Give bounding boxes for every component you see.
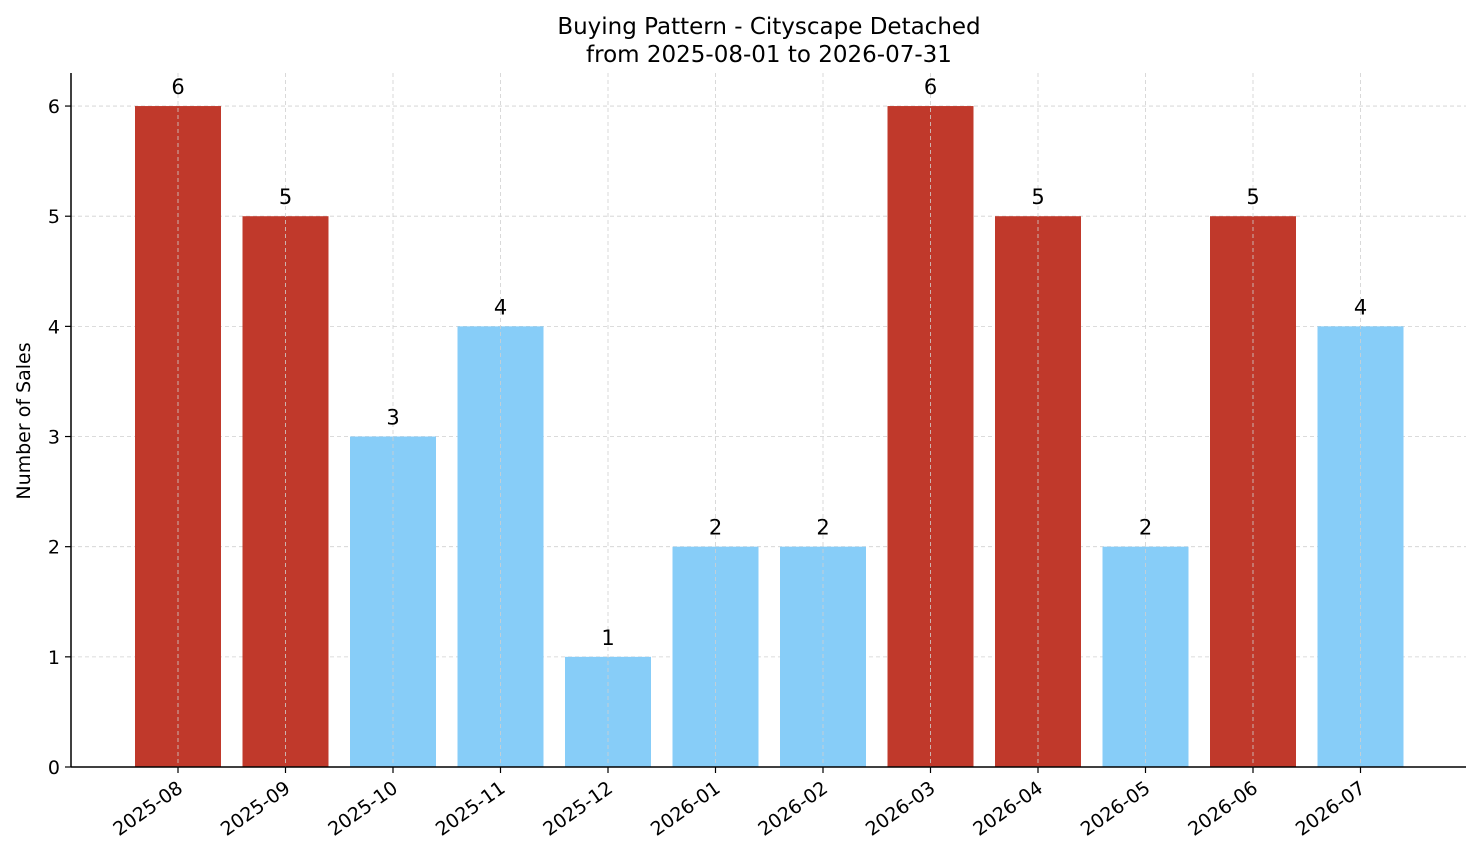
- bar-value-label: 2: [1139, 516, 1152, 540]
- y-tick-label: 6: [48, 96, 60, 118]
- bar-value-label: 5: [279, 185, 292, 209]
- bar-value-label: 6: [924, 75, 937, 99]
- y-axis-label: Number of Sales: [13, 342, 35, 499]
- y-tick-label: 4: [48, 316, 60, 338]
- bar-value-label: 4: [494, 295, 507, 319]
- bar-value-label: 3: [386, 406, 399, 430]
- y-tick-label: 2: [48, 537, 60, 559]
- x-tick-label: 2025-10: [324, 777, 402, 841]
- chart-subtitle: from 2025-08-01 to 2026-07-31: [586, 42, 952, 68]
- chart-title: Buying Pattern - Cityscape Detached: [557, 14, 980, 40]
- bar-value-label: 4: [1354, 295, 1367, 319]
- y-tick-label: 1: [48, 647, 60, 669]
- x-tick-label: 2025-12: [539, 777, 617, 841]
- bar-value-label: 2: [709, 516, 722, 540]
- chart-title-group: Buying Pattern - Cityscape Detached from…: [557, 14, 980, 68]
- x-tick-label: 2025-08: [109, 777, 187, 841]
- bar-layer: [135, 106, 1404, 768]
- y-tick-label: 0: [48, 757, 60, 779]
- x-tick-label: 2026-07: [1292, 777, 1370, 841]
- x-tick-label: 2025-09: [217, 777, 295, 841]
- y-tick-label: 5: [48, 206, 60, 228]
- bar: [887, 106, 974, 768]
- axis-layer: [70, 73, 1466, 768]
- label-layer: 6 5 3 4 1 2 2 6 5 2 5 4: [171, 75, 1367, 650]
- x-tick-label: 2026-04: [969, 777, 1047, 841]
- bar-value-label: 1: [601, 626, 614, 650]
- bar-value-label: 5: [1246, 185, 1259, 209]
- bar-value-label: 2: [816, 516, 829, 540]
- x-tick-label: 2026-05: [1077, 777, 1155, 841]
- bar: [457, 326, 544, 767]
- grid-x-layer: [177, 73, 1361, 767]
- x-tick-label: 2026-01: [647, 777, 725, 841]
- x-tick-label: 2026-02: [754, 777, 832, 841]
- x-tick-label: 2026-06: [1184, 777, 1262, 841]
- bar: [135, 106, 221, 768]
- x-tick-label: 2025-11: [432, 777, 510, 841]
- bar: [1317, 326, 1404, 767]
- bar-value-label: 5: [1031, 185, 1044, 209]
- y-tick-label: 3: [48, 427, 60, 449]
- x-tick-label: 2026-03: [862, 777, 940, 841]
- bar-value-label: 6: [171, 75, 184, 99]
